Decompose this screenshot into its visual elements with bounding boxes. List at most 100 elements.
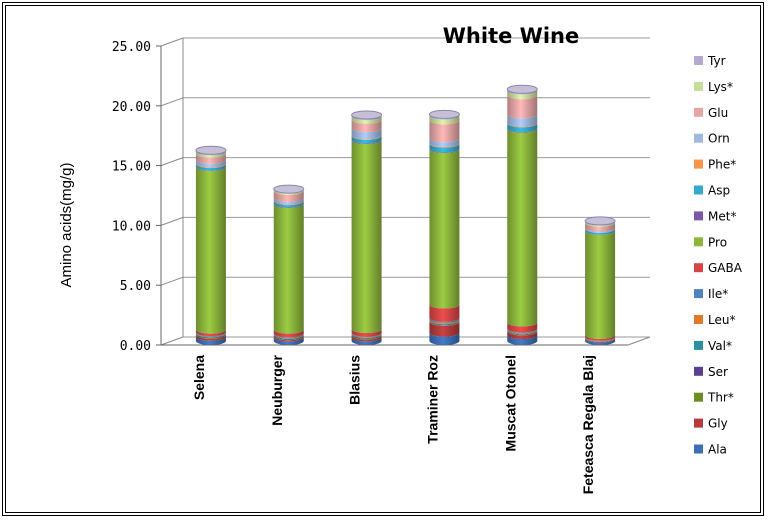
legend-label: GABA	[708, 261, 743, 275]
legend-item: Ala	[694, 443, 727, 457]
bar-segment-gaba	[195, 329, 226, 337]
legend-swatch	[694, 340, 703, 350]
legend-label: Orn	[708, 132, 730, 146]
bar-cap	[506, 84, 538, 94]
legend-swatch	[694, 81, 703, 91]
legend-item: Ser	[694, 365, 728, 379]
bar-cap	[351, 110, 383, 120]
bar-segment-glu	[195, 153, 226, 164]
legend-label: Met*	[708, 209, 736, 223]
bar-segment-orn	[585, 227, 616, 233]
legend-label: Ile*	[708, 287, 728, 301]
bar-segment-lys	[273, 189, 304, 195]
legend-label: Ser	[708, 365, 728, 379]
legend-label: Phe*	[708, 158, 736, 172]
bar-stack-2	[351, 110, 383, 345]
legend-item: Phe*	[694, 158, 736, 172]
legend-label: Pro	[708, 235, 727, 249]
grid-diagonal	[160, 157, 184, 167]
bar-segment-pro	[507, 128, 538, 327]
x-tick-label: Neuburger	[269, 354, 285, 425]
bar-segment-asp	[273, 201, 304, 208]
legend-swatch	[694, 133, 703, 143]
bar-segment-gaba	[429, 304, 460, 322]
bar-segment-glu	[351, 119, 382, 133]
legend-item: Thr*	[694, 391, 734, 405]
legend-item: Lys*	[694, 80, 733, 94]
bar-cap	[428, 109, 460, 119]
bar-segment-gly	[429, 321, 460, 337]
bar-segment-lys	[351, 116, 382, 124]
bar-segment-ala	[351, 337, 382, 345]
bar-segment-gaba	[585, 335, 616, 341]
bar-segment-asp	[429, 143, 460, 153]
legend-label: Lys*	[708, 80, 733, 94]
bar-segment-lys	[429, 115, 460, 125]
legend-label: Ala	[708, 443, 727, 457]
x-tick-label: Blasius	[347, 355, 363, 405]
axes: 0.00 5.00 10.00 15.00 20.00 25.00 Selena Neubur…	[112, 40, 651, 494]
bar-segment-glu	[429, 120, 460, 143]
legend-item: Orn	[694, 132, 730, 146]
bar-stack-5	[584, 216, 616, 345]
bar-segment-gaba	[507, 322, 538, 333]
bar-segment-pro	[429, 149, 460, 309]
grid-diagonal	[160, 336, 184, 346]
legend-swatch	[694, 263, 703, 273]
bar-segment-pro	[195, 166, 226, 334]
bar-segment-gaba	[351, 329, 382, 337]
legend-label: Asp	[708, 184, 730, 198]
bar-cap	[195, 145, 227, 155]
bar-stack-1	[273, 184, 305, 345]
x-tick-label: Feteasca Regala Blaj	[580, 355, 596, 494]
grid-diagonal	[160, 276, 184, 286]
y-axis-label: Amino acids(mg/g)	[58, 162, 75, 287]
bar-stack-0	[195, 145, 227, 345]
bar-segment-asp	[351, 135, 382, 144]
bar-segment-ile	[429, 317, 460, 323]
legend-item: Ile*	[694, 287, 728, 301]
bar-segment-lys	[585, 221, 616, 227]
bar-segment-orn	[195, 159, 226, 168]
legend-label: Thr*	[707, 391, 734, 405]
bar-segment-lys	[507, 90, 538, 100]
chart-title: White Wine	[443, 24, 579, 48]
bar-segment-ala	[585, 338, 616, 345]
legend-label: Gly	[708, 417, 728, 431]
legend-swatch	[694, 56, 703, 65]
legend-swatch	[694, 237, 703, 247]
legend-label: Val*	[708, 339, 732, 353]
bar-segment-orn	[351, 128, 382, 140]
bar-segment-gly	[195, 335, 226, 341]
bar-segment-pro	[585, 230, 616, 340]
bar-segment-asp	[507, 123, 538, 133]
grid-diagonal	[160, 216, 184, 226]
y-tick-label: 20.00	[112, 100, 151, 115]
bar-segment-asp	[585, 228, 616, 235]
legend-item: Gly	[694, 417, 728, 431]
y-tick-label: 25.00	[112, 40, 151, 55]
bar-segment-gaba	[273, 329, 304, 338]
bar-segment-ala	[195, 336, 226, 345]
bar-segment-gly	[351, 335, 382, 342]
bar-stack-4	[506, 84, 538, 345]
legend-swatch	[694, 107, 703, 117]
legend-swatch	[694, 392, 703, 402]
grid-diagonal	[160, 37, 184, 47]
legend-item: Met*	[694, 209, 736, 223]
y-tick-label: 10.00	[112, 219, 151, 234]
legend-item: Pro	[694, 235, 727, 249]
x-tick-label: Selena	[191, 355, 207, 400]
bar-cap	[584, 216, 616, 226]
grid-diagonal	[160, 97, 184, 107]
bar-segment-lys	[195, 151, 226, 158]
legend-item: GABA	[694, 261, 743, 275]
bar-segment-leu	[429, 318, 460, 325]
legend-label: Leu*	[708, 313, 735, 327]
bar-segment-pro	[273, 204, 304, 334]
y-tick-label: 0.00	[120, 339, 151, 354]
bar-segment-orn	[273, 198, 304, 205]
legend-swatch	[694, 211, 703, 221]
legend-swatch	[694, 315, 703, 324]
